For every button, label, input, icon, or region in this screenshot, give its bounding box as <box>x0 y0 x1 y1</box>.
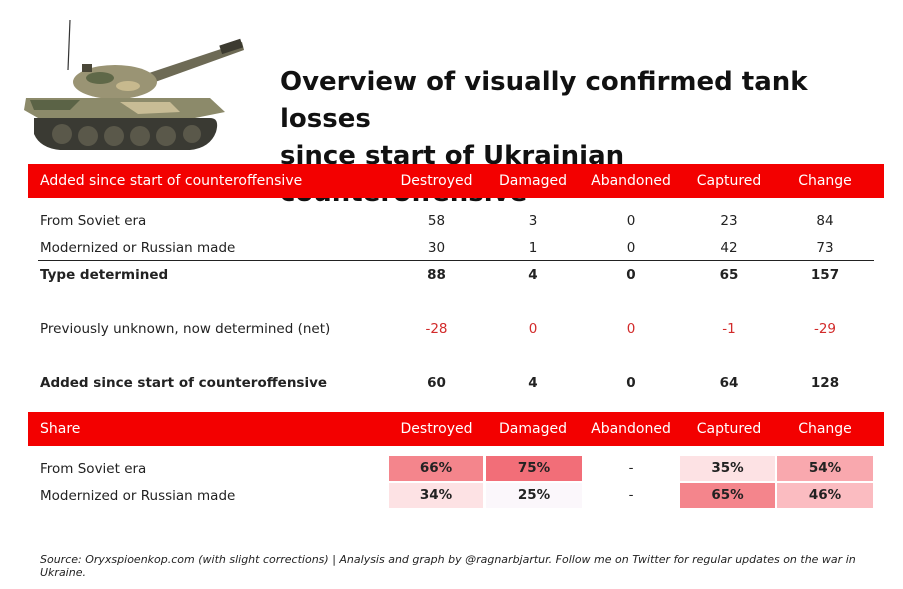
table-row: Modernized or Russian made 30 1 0 42 73 <box>28 235 884 261</box>
cell-abandoned: 0 <box>626 267 636 283</box>
row-label: Previously unknown, now determined (net) <box>40 321 331 337</box>
cell-damaged: 0 <box>528 321 538 337</box>
share-cell-damaged: 75% <box>486 456 582 481</box>
cell-damaged: 4 <box>528 267 538 283</box>
share-cell-damaged: 25% <box>486 483 582 508</box>
cell-damaged: 4 <box>528 375 538 391</box>
source-note: Source: Oryxspioenkop.com (with slight c… <box>40 553 856 579</box>
table-row: From Soviet era 58 3 0 23 84 <box>28 208 884 234</box>
row-label: From Soviet era <box>40 213 147 229</box>
header-bar-added: Added since start of counteroffensive De… <box>28 164 884 198</box>
cell-change: 73 <box>816 240 834 256</box>
row-label: Modernized or Russian made <box>40 488 236 504</box>
header-abandoned: Abandoned <box>591 421 671 437</box>
cell-captured: 23 <box>720 213 738 229</box>
row-label: Type determined <box>40 267 169 283</box>
cell-abandoned: 0 <box>626 213 636 229</box>
cell-abandoned: 0 <box>626 375 636 391</box>
cell-destroyed: 58 <box>427 213 446 229</box>
header-damaged: Damaged <box>499 173 567 189</box>
tank-image <box>24 20 244 150</box>
header-destroyed: Destroyed <box>400 421 473 437</box>
share-cell-change: 46% <box>777 483 873 508</box>
cell-captured: 64 <box>719 375 739 391</box>
header-change: Change <box>798 421 852 437</box>
share-cell-change: 54% <box>777 456 873 481</box>
header-label: Share <box>40 421 81 437</box>
row-label: Added since start of counteroffensive <box>40 375 328 391</box>
cell-captured: -1 <box>722 321 736 337</box>
cell-destroyed: -28 <box>425 321 448 337</box>
cell-change: 157 <box>810 267 840 283</box>
share-cell-abandoned: - <box>628 487 634 503</box>
share-row: Modernized or Russian made <box>28 483 884 509</box>
header-captured: Captured <box>696 421 762 437</box>
cell-abandoned: 0 <box>626 321 636 337</box>
cell-damaged: 3 <box>528 213 538 229</box>
header-destroyed: Destroyed <box>400 173 473 189</box>
table-row-adjustment: Previously unknown, now determined (net)… <box>28 316 884 342</box>
cell-change: -29 <box>813 321 837 337</box>
share-cell-abandoned: - <box>628 460 634 476</box>
cell-destroyed: 30 <box>427 240 446 256</box>
share-cell-captured: 35% <box>680 456 775 481</box>
cell-damaged: 1 <box>528 240 538 256</box>
title-line-1: Overview of visually confirmed tank loss… <box>280 67 808 134</box>
table-row-total: Type determined 88 4 0 65 157 <box>28 262 884 288</box>
cell-captured: 42 <box>720 240 738 256</box>
share-cell-captured: 65% <box>680 483 775 508</box>
row-label: From Soviet era <box>40 461 147 477</box>
header-captured: Captured <box>696 173 762 189</box>
share-cell-destroyed: 34% <box>389 483 483 508</box>
cell-change: 128 <box>810 375 840 391</box>
cell-destroyed: 60 <box>427 375 446 391</box>
cell-destroyed: 88 <box>427 267 446 283</box>
header-abandoned: Abandoned <box>591 173 671 189</box>
header-damaged: Damaged <box>499 421 567 437</box>
header-label: Added since start of counteroffensive <box>40 173 303 189</box>
divider <box>38 260 874 261</box>
share-cell-destroyed: 66% <box>389 456 483 481</box>
row-label: Modernized or Russian made <box>40 240 236 256</box>
cell-abandoned: 0 <box>626 240 636 256</box>
cell-change: 84 <box>816 213 834 229</box>
header-change: Change <box>798 173 852 189</box>
cell-captured: 65 <box>719 267 739 283</box>
header-bar-share: Share Destroyed Damaged Abandoned Captur… <box>28 412 884 446</box>
share-row: From Soviet era <box>28 456 884 482</box>
table-row-summary: Added since start of counteroffensive 60… <box>28 370 884 396</box>
